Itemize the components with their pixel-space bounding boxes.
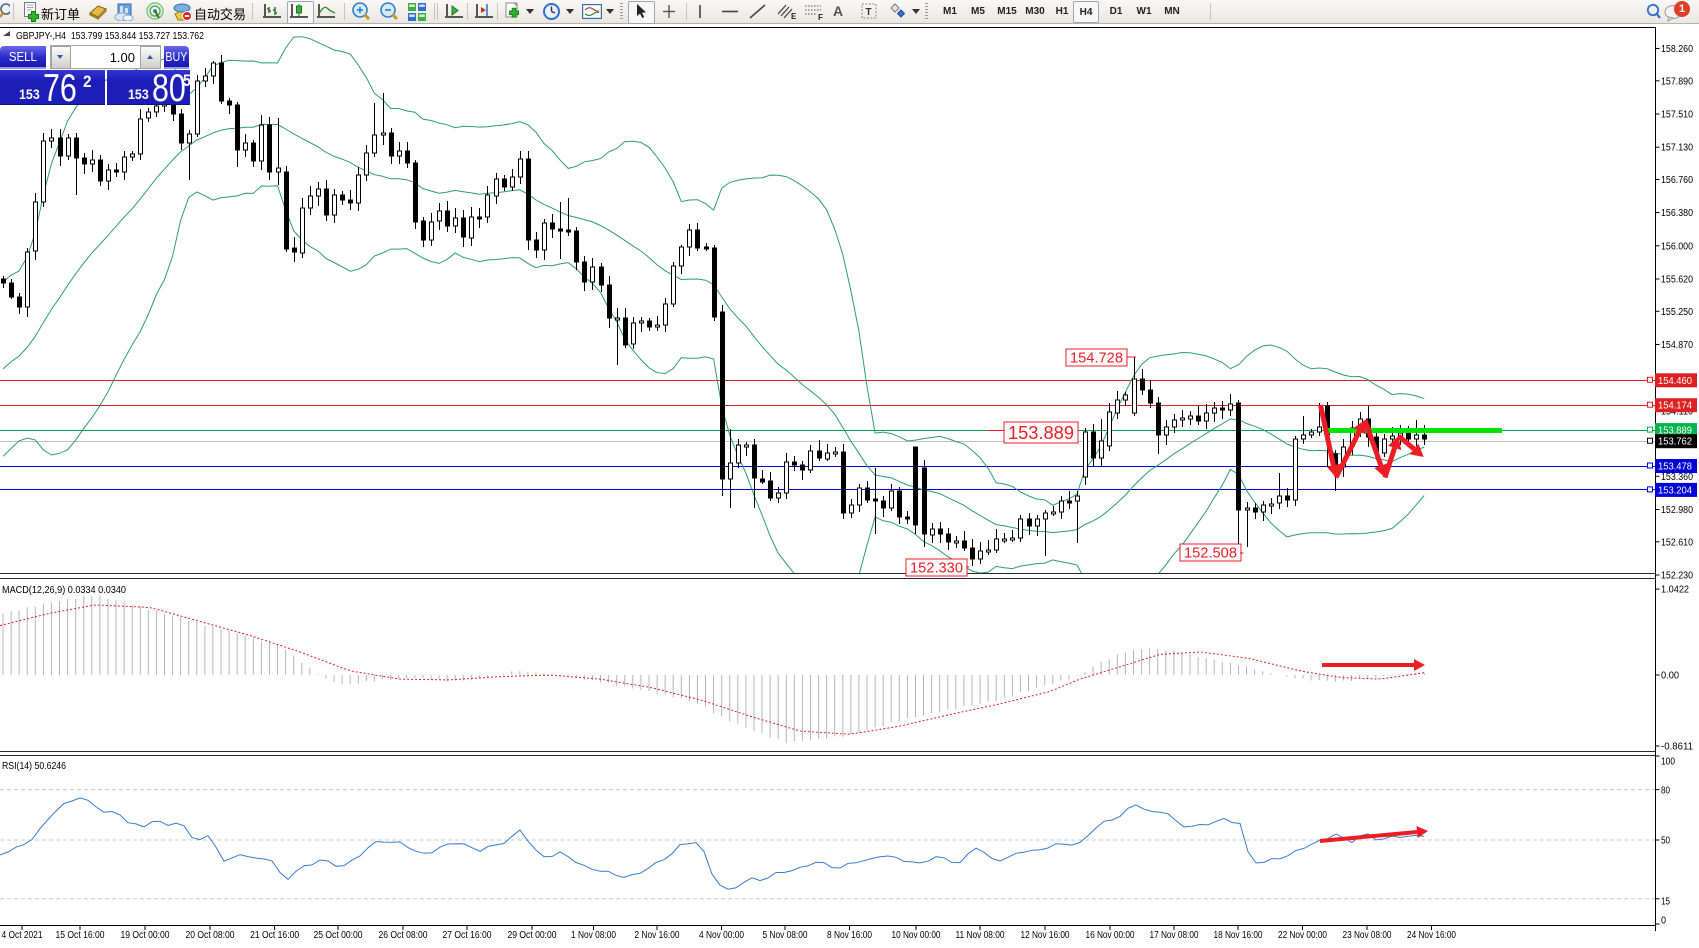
svg-text:154.174: 154.174 xyxy=(1658,401,1692,412)
svg-text:29 Oct 00:00: 29 Oct 00:00 xyxy=(508,930,557,941)
svg-text:156.380: 156.380 xyxy=(1661,208,1693,219)
svg-text:11 Nov 08:00: 11 Nov 08:00 xyxy=(956,930,1005,941)
svg-text:152.230: 152.230 xyxy=(1661,571,1693,582)
svg-text:157.130: 157.130 xyxy=(1661,143,1693,154)
svg-text:18 Nov 16:00: 18 Nov 16:00 xyxy=(1214,930,1263,941)
svg-text:0: 0 xyxy=(1661,916,1666,927)
svg-text:24 Nov 16:00: 24 Nov 16:00 xyxy=(1407,930,1456,941)
svg-text:4 Nov 00:00: 4 Nov 00:00 xyxy=(699,930,744,941)
svg-text:22 Nov 00:00: 22 Nov 00:00 xyxy=(1278,930,1327,941)
svg-text:154.870: 154.870 xyxy=(1661,340,1693,351)
svg-text:5 Nov 08:00: 5 Nov 08:00 xyxy=(763,930,808,941)
svg-text:19 Oct 00:00: 19 Oct 00:00 xyxy=(121,930,170,941)
svg-text:80: 80 xyxy=(1661,786,1670,797)
svg-text:152.508: 152.508 xyxy=(1184,546,1237,562)
svg-text:153.762: 153.762 xyxy=(1658,437,1692,448)
svg-text:15: 15 xyxy=(1661,897,1670,908)
svg-text:154.728: 154.728 xyxy=(1070,351,1123,367)
svg-text:153.478: 153.478 xyxy=(1658,462,1692,473)
svg-text:152.980: 152.980 xyxy=(1661,505,1693,516)
svg-text:157.510: 157.510 xyxy=(1661,110,1693,121)
svg-text:23 Nov 08:00: 23 Nov 08:00 xyxy=(1343,930,1392,941)
svg-text:27 Oct 16:00: 27 Oct 16:00 xyxy=(443,930,492,941)
svg-text:100: 100 xyxy=(1661,757,1675,768)
svg-text:4 Oct 2021: 4 Oct 2021 xyxy=(2,930,43,941)
svg-text:152.610: 152.610 xyxy=(1661,537,1693,548)
svg-text:158.260: 158.260 xyxy=(1661,44,1693,55)
svg-text:15 Oct 16:00: 15 Oct 16:00 xyxy=(56,930,105,941)
svg-text:153.204: 153.204 xyxy=(1658,485,1692,496)
svg-text:50: 50 xyxy=(1661,836,1670,847)
svg-text:16 Nov 00:00: 16 Nov 00:00 xyxy=(1086,930,1135,941)
svg-text:1.0422: 1.0422 xyxy=(1661,585,1689,596)
svg-text:8 Nov 16:00: 8 Nov 16:00 xyxy=(827,930,872,941)
svg-text:MACD(12,26,9) 0.0334 0.0340: MACD(12,26,9) 0.0334 0.0340 xyxy=(2,585,126,596)
svg-text:155.620: 155.620 xyxy=(1661,275,1693,286)
svg-text:12 Nov 16:00: 12 Nov 16:00 xyxy=(1021,930,1070,941)
svg-text:157.890: 157.890 xyxy=(1661,76,1693,87)
svg-text:RSI(14) 50.6246: RSI(14) 50.6246 xyxy=(2,761,66,772)
svg-text:17 Nov 08:00: 17 Nov 08:00 xyxy=(1150,930,1199,941)
svg-text:GBPJPY-,H4 153.799 153.844 15: GBPJPY-,H4 153.799 153.844 153.727 153.7… xyxy=(16,31,204,42)
svg-text:153.360: 153.360 xyxy=(1661,472,1693,483)
svg-text:10 Nov 00:00: 10 Nov 00:00 xyxy=(892,930,941,941)
svg-text:2 Nov 16:00: 2 Nov 16:00 xyxy=(635,930,680,941)
svg-text:25 Oct 00:00: 25 Oct 00:00 xyxy=(314,930,363,941)
svg-text:154.460: 154.460 xyxy=(1658,376,1692,387)
svg-text:155.250: 155.250 xyxy=(1661,307,1693,318)
svg-text:-0.8611: -0.8611 xyxy=(1661,742,1693,753)
svg-text:20 Oct 08:00: 20 Oct 08:00 xyxy=(186,930,235,941)
svg-text:153.889: 153.889 xyxy=(1008,423,1074,443)
svg-text:156.000: 156.000 xyxy=(1661,241,1693,252)
svg-text:21 Oct 16:00: 21 Oct 16:00 xyxy=(250,930,299,941)
svg-text:1 Nov 08:00: 1 Nov 08:00 xyxy=(571,930,616,941)
svg-text:0.00: 0.00 xyxy=(1661,671,1679,682)
svg-text:152.330: 152.330 xyxy=(910,561,963,577)
svg-text:156.760: 156.760 xyxy=(1661,175,1693,186)
svg-text:26 Oct 08:00: 26 Oct 08:00 xyxy=(379,930,428,941)
